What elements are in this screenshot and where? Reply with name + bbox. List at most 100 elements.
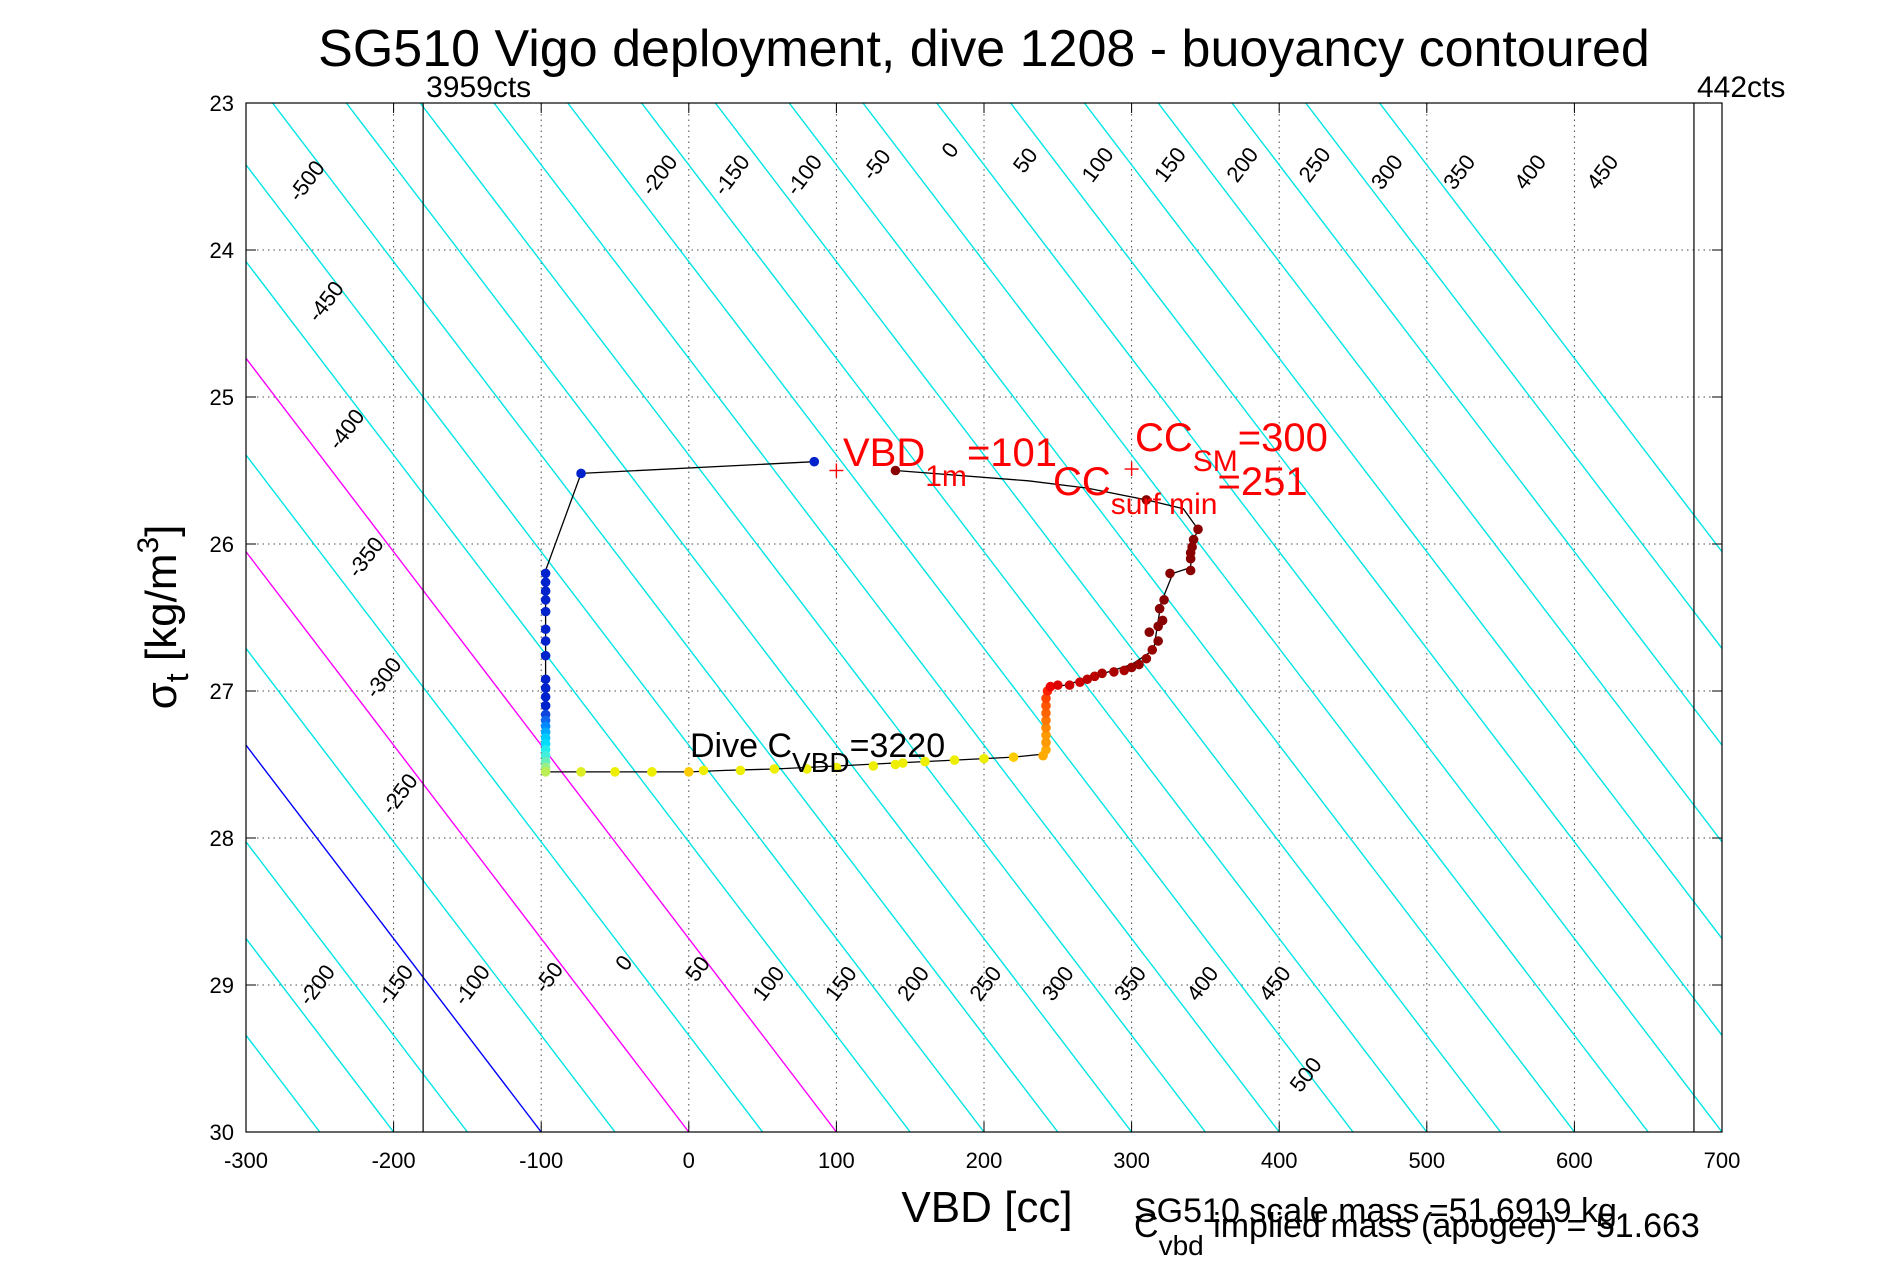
dive-cvbd-annotation: Dive CVBD=3220 xyxy=(690,727,945,778)
cc-surf-sub: surf min xyxy=(1111,488,1218,521)
contour-line xyxy=(714,103,1502,1132)
x-tick-label: 500 xyxy=(1408,1148,1445,1173)
x-tick-label: 400 xyxy=(1261,1148,1298,1173)
data-point xyxy=(683,767,694,777)
data-point xyxy=(540,606,551,617)
data-point xyxy=(540,624,551,635)
data-point xyxy=(540,683,551,693)
data-point xyxy=(949,755,960,765)
contour-line xyxy=(246,647,616,1132)
data-point xyxy=(540,650,551,661)
contour-line xyxy=(246,260,911,1132)
data-point xyxy=(1188,534,1199,545)
grid-lines xyxy=(246,103,1722,1132)
surface-markers xyxy=(829,462,1139,478)
contour-line xyxy=(246,550,690,1132)
data-point xyxy=(868,761,879,771)
contour-line xyxy=(0,103,25,1132)
data-point xyxy=(1147,645,1158,655)
axis-ticks: -300 -200 -100 0 100 200 300 400 500 600 700 23 24 25… xyxy=(210,91,1741,1173)
contour-line xyxy=(641,103,1428,1132)
cc-sm-sub: SM xyxy=(1193,445,1238,478)
vbd-1m-sub: 1m xyxy=(925,460,967,493)
data-point xyxy=(1193,524,1203,535)
implied-mass-sub: vbd xyxy=(1159,1230,1204,1261)
vbd-limit-label-min: 3959cts xyxy=(426,71,531,104)
x-tick-label: 100 xyxy=(818,1148,855,1173)
data-point xyxy=(540,568,551,579)
cc-sm-main: CC xyxy=(1135,416,1193,460)
contour-line xyxy=(1010,103,1722,1037)
data-point xyxy=(1064,680,1075,690)
data-point xyxy=(1144,627,1155,638)
y-tick-label: 26 xyxy=(210,532,234,557)
contour-line xyxy=(1083,103,1722,940)
data-point xyxy=(831,762,842,773)
x-tick-label: 200 xyxy=(966,1148,1003,1173)
y-tick-label: 24 xyxy=(210,238,234,263)
data-point xyxy=(1157,615,1168,626)
data-point xyxy=(576,468,586,479)
data-point xyxy=(802,764,812,774)
contour-line xyxy=(246,937,395,1132)
data-point xyxy=(809,456,820,467)
data-point xyxy=(1153,636,1163,646)
contour-line xyxy=(345,103,1133,1132)
y-tick-label: 28 xyxy=(210,826,234,851)
vbd-limit-lines xyxy=(422,103,1695,1132)
data-point xyxy=(1159,595,1169,605)
data-point xyxy=(1134,659,1144,670)
data-point xyxy=(890,465,901,476)
contour-line xyxy=(567,103,1354,1132)
data-point xyxy=(1141,495,1152,505)
contour-line xyxy=(1231,103,1722,747)
neutral-buoyancy-line xyxy=(246,744,542,1132)
buoyancy-contours xyxy=(0,103,1722,1132)
data-point xyxy=(1185,565,1196,576)
contour-line xyxy=(246,453,764,1132)
contour-line xyxy=(1157,103,1722,844)
data-point xyxy=(540,674,551,685)
dive-cvbd-main: Dive C xyxy=(690,727,792,765)
data-point xyxy=(1097,668,1107,679)
data-point xyxy=(1154,603,1165,614)
contour-line xyxy=(936,103,1722,1132)
x-tick-label: -100 xyxy=(519,1148,563,1173)
y-tick-label: 23 xyxy=(210,91,234,116)
implied-mass-main: C xyxy=(1134,1207,1159,1245)
x-tick-label: 300 xyxy=(1113,1148,1150,1173)
y-axis-label-sub: t xyxy=(159,673,195,682)
contour-line xyxy=(246,163,985,1132)
contour-line xyxy=(246,357,837,1132)
y-axis-label-sigma: σ xyxy=(137,682,186,709)
data-point xyxy=(920,756,930,767)
contour-line xyxy=(493,103,1280,1132)
dive-points xyxy=(540,456,1203,777)
data-point xyxy=(1165,568,1175,579)
dive-cvbd-value: =3220 xyxy=(850,727,946,765)
data-point xyxy=(1053,680,1063,690)
x-tick-label: 0 xyxy=(683,1148,695,1173)
cc-surf-min-annotation: CCsurf min=251 xyxy=(1053,460,1308,521)
y-tick-label: 25 xyxy=(210,385,234,410)
vbd-1m-annotation: VBD1m=101 xyxy=(843,431,1057,493)
data-point xyxy=(1109,667,1119,677)
data-point xyxy=(698,765,709,776)
cc-surf-value: =251 xyxy=(1217,460,1307,504)
contour-line xyxy=(1305,103,1722,650)
data-point xyxy=(540,577,551,588)
data-point xyxy=(540,692,551,702)
vbd-1m-value: =101 xyxy=(967,431,1057,475)
y-tick-label: 30 xyxy=(210,1120,234,1145)
x-tick-label: 600 xyxy=(1556,1148,1593,1173)
dive-cvbd-sub: VBD xyxy=(792,747,850,778)
vbd-limit-label-max: 442cts xyxy=(1697,71,1785,104)
data-point xyxy=(769,764,780,774)
data-point xyxy=(576,767,586,777)
data-point xyxy=(540,586,551,596)
data-point xyxy=(647,767,657,777)
cc-sm-annotation: CCSM=300 xyxy=(1135,416,1328,478)
data-point xyxy=(1141,653,1152,664)
scale-mass-note: SG510 scale mass =51.6919 kg xyxy=(1134,1192,1617,1230)
data-point xyxy=(898,758,908,768)
